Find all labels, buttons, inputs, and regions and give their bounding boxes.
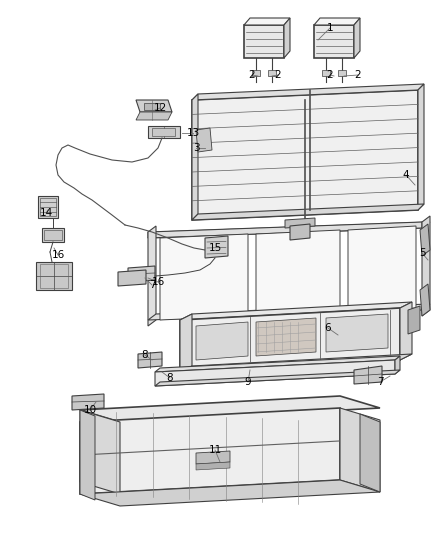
Text: 2: 2: [355, 70, 361, 80]
Polygon shape: [148, 226, 156, 326]
Polygon shape: [244, 25, 284, 58]
Polygon shape: [196, 128, 212, 152]
Polygon shape: [196, 451, 230, 464]
Polygon shape: [285, 218, 315, 228]
Text: 12: 12: [153, 103, 166, 113]
Text: 13: 13: [187, 128, 200, 138]
Polygon shape: [180, 314, 192, 372]
Polygon shape: [72, 394, 104, 410]
Polygon shape: [128, 266, 155, 282]
Polygon shape: [252, 70, 260, 76]
Text: 1: 1: [327, 23, 333, 33]
Text: 11: 11: [208, 445, 222, 455]
Polygon shape: [148, 222, 422, 238]
Polygon shape: [340, 408, 380, 492]
Polygon shape: [314, 18, 360, 25]
Text: 8: 8: [141, 350, 148, 360]
Polygon shape: [180, 354, 412, 372]
Text: 2: 2: [249, 70, 255, 80]
Polygon shape: [348, 226, 416, 312]
Polygon shape: [205, 236, 228, 258]
Polygon shape: [196, 322, 248, 360]
Text: 6: 6: [325, 323, 331, 333]
Polygon shape: [290, 224, 310, 240]
Polygon shape: [354, 366, 382, 384]
Polygon shape: [80, 410, 120, 494]
Polygon shape: [244, 18, 290, 25]
Polygon shape: [148, 222, 430, 238]
Polygon shape: [180, 308, 400, 372]
Polygon shape: [418, 84, 424, 210]
Polygon shape: [80, 480, 380, 506]
Text: 8: 8: [167, 373, 173, 383]
Polygon shape: [148, 304, 430, 320]
Polygon shape: [322, 70, 330, 76]
Polygon shape: [38, 196, 58, 218]
Text: 16: 16: [51, 250, 65, 260]
Text: 9: 9: [245, 377, 251, 387]
Polygon shape: [420, 284, 430, 316]
Polygon shape: [354, 18, 360, 58]
Polygon shape: [118, 270, 146, 286]
Polygon shape: [422, 216, 430, 316]
Polygon shape: [400, 302, 412, 360]
Text: 16: 16: [152, 277, 165, 287]
Polygon shape: [360, 414, 380, 492]
Polygon shape: [192, 204, 424, 220]
Text: 7: 7: [148, 280, 155, 290]
Polygon shape: [180, 302, 412, 320]
Polygon shape: [268, 70, 276, 76]
Polygon shape: [136, 112, 172, 120]
Text: 4: 4: [403, 170, 410, 180]
Polygon shape: [155, 370, 400, 386]
Polygon shape: [192, 94, 198, 220]
Text: 7: 7: [377, 377, 383, 387]
Polygon shape: [160, 234, 248, 320]
Polygon shape: [338, 70, 346, 76]
Polygon shape: [408, 306, 420, 334]
Text: 10: 10: [83, 405, 96, 415]
Polygon shape: [155, 356, 400, 372]
Polygon shape: [395, 356, 400, 374]
Polygon shape: [152, 128, 175, 136]
Polygon shape: [80, 408, 340, 494]
Text: 2: 2: [275, 70, 281, 80]
Polygon shape: [256, 230, 340, 316]
Polygon shape: [138, 352, 162, 368]
Text: 3: 3: [193, 143, 199, 153]
Polygon shape: [80, 396, 380, 422]
Text: 2: 2: [327, 70, 333, 80]
Polygon shape: [420, 224, 430, 256]
Polygon shape: [44, 230, 62, 240]
Polygon shape: [80, 410, 95, 500]
Polygon shape: [42, 228, 64, 242]
Polygon shape: [148, 126, 180, 138]
Polygon shape: [196, 462, 230, 470]
Polygon shape: [36, 262, 72, 290]
Polygon shape: [155, 360, 395, 386]
Polygon shape: [144, 103, 160, 110]
Polygon shape: [314, 25, 354, 58]
Polygon shape: [136, 100, 172, 112]
Polygon shape: [192, 84, 424, 100]
Polygon shape: [284, 18, 290, 58]
Polygon shape: [192, 90, 418, 220]
Text: 15: 15: [208, 243, 222, 253]
Text: 5: 5: [419, 248, 425, 258]
Polygon shape: [256, 318, 316, 356]
Polygon shape: [326, 314, 388, 352]
Text: 14: 14: [39, 208, 53, 218]
